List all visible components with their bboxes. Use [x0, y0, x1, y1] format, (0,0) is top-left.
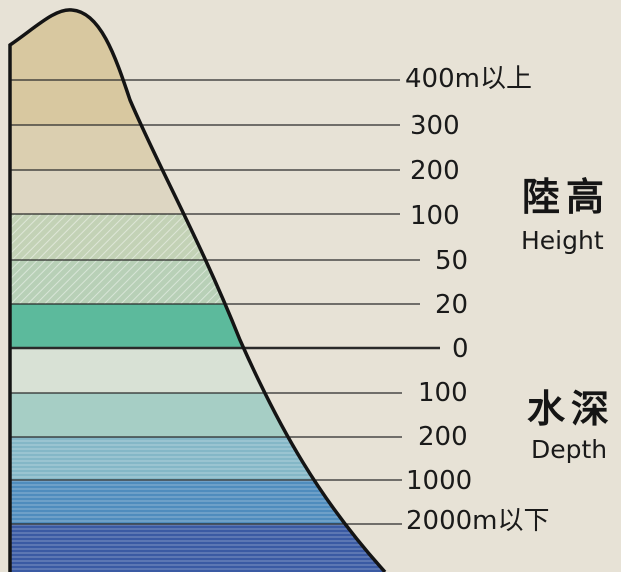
level-lines [10, 79, 440, 525]
band-depth-2000-texture [10, 524, 385, 572]
depth-label-200: 200 [418, 422, 468, 452]
band-50-texture [10, 260, 385, 304]
band-400-above [10, 9, 385, 125]
level-label-0: 0 [452, 334, 469, 364]
color-bands [10, 9, 385, 572]
band-depth-100 [10, 393, 385, 437]
level-label-400-above: 400m以上 [405, 64, 532, 94]
band-depth-200-texture [10, 437, 385, 480]
band-200 [10, 170, 385, 214]
depth-label-100: 100 [418, 378, 468, 408]
level-label-300: 300 [410, 111, 460, 141]
level-label-50: 50 [435, 246, 469, 276]
depth-group-title: 水深 [527, 386, 616, 431]
level-label-200: 200 [410, 156, 460, 186]
mountain-outline [8, 8, 387, 572]
height-group-subtitle: Height [521, 226, 604, 255]
band-20 [10, 304, 385, 348]
height-group-title: 陸高 [522, 174, 611, 219]
band-100-texture [10, 214, 385, 260]
level-label-100: 100 [410, 201, 460, 231]
depth-label-1000: 1000 [406, 466, 473, 496]
band-300 [10, 125, 385, 170]
depth-group-subtitle: Depth [531, 435, 608, 464]
band-0 [10, 348, 385, 393]
depth-label-2000-below: 2000m以下 [406, 506, 550, 536]
level-label-20: 20 [435, 290, 469, 320]
